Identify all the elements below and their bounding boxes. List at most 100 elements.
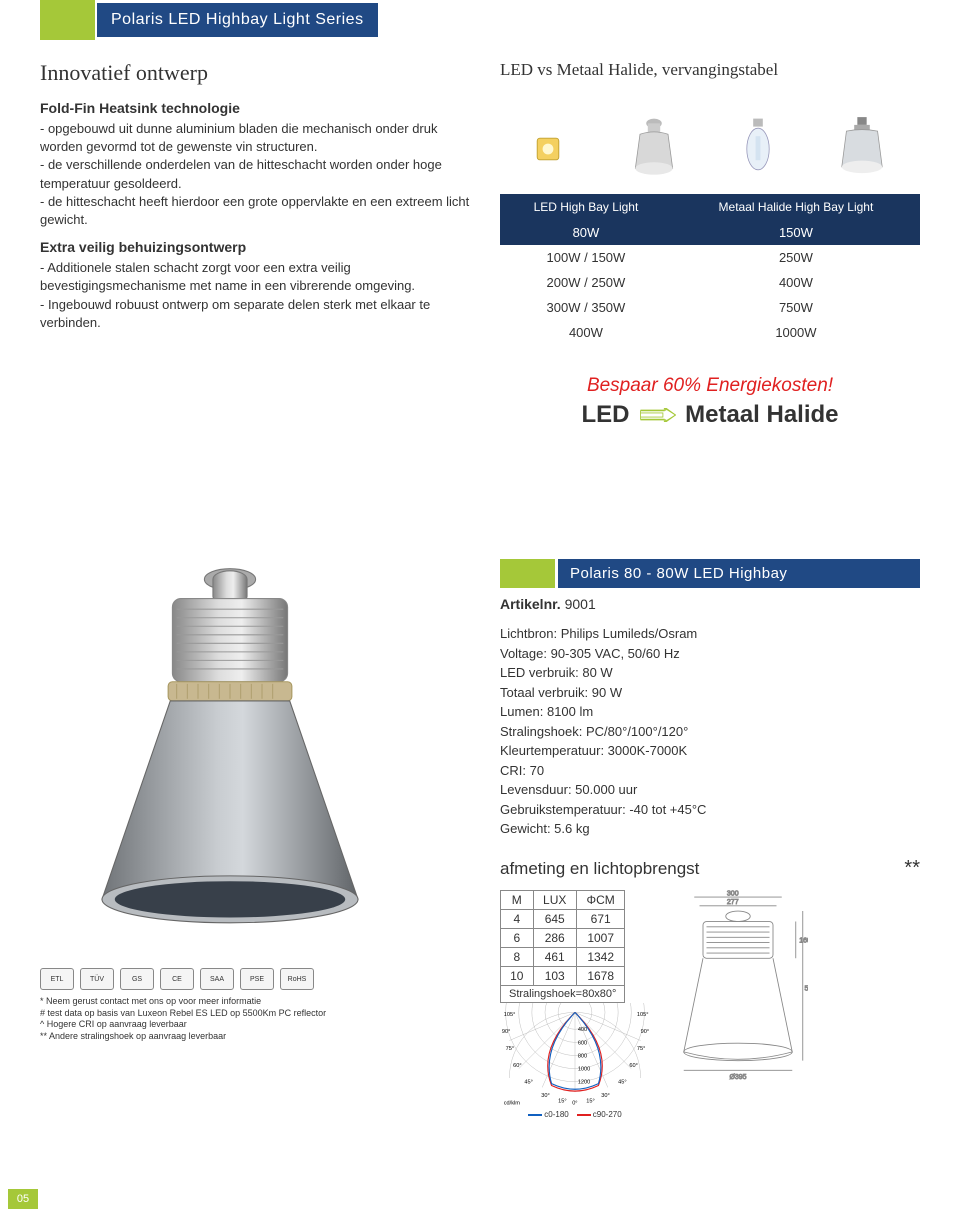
spec-line: LED verbruik: 80 W xyxy=(500,663,920,683)
cert-badge: PSE xyxy=(240,968,274,990)
page-number: 05 xyxy=(8,1189,38,1209)
spec-line: Gewicht: 5.6 kg xyxy=(500,819,920,839)
svg-text:60°: 60° xyxy=(629,1062,637,1068)
intro-subtitle: Innovatief ontwerp xyxy=(40,60,470,86)
svg-text:1000: 1000 xyxy=(578,1066,590,1072)
cert-badge: CE xyxy=(160,968,194,990)
svg-text:561: 561 xyxy=(805,985,809,992)
spec-line: Levensduur: 50.000 uur xyxy=(500,780,920,800)
footnote-line: ** Andere stralingshoek op aanvraag leve… xyxy=(40,1031,440,1043)
footnote-marker: ** xyxy=(904,857,920,880)
vs-mh: 250W xyxy=(672,245,920,270)
vs-mh: 150W xyxy=(672,220,920,245)
polar-legend: c0-180 c90-270 xyxy=(500,1110,650,1119)
spec-line: Lumen: 8100 lm xyxy=(500,702,920,722)
svg-text:90°: 90° xyxy=(641,1029,649,1035)
vs-led: 80W xyxy=(500,220,672,245)
feature1-heading: Fold-Fin Heatsink technologie xyxy=(40,100,470,116)
spec-line: Totaal verbruik: 90 W xyxy=(500,683,920,703)
savings-led: LED xyxy=(581,401,629,428)
spec-line: Kleurtemperatuur: 3000K-7000K xyxy=(500,741,920,761)
polar-diagram: 105°105° 90°90° 75°75° 60°60° 45°45° 30°… xyxy=(500,1003,650,1119)
svg-text:Ø395: Ø395 xyxy=(729,1074,746,1081)
product-title: Polaris 80 - 80W LED Highbay xyxy=(558,559,920,588)
cert-badge: RoHS xyxy=(280,968,314,990)
spec-line: Voltage: 90-305 VAC, 50/60 Hz xyxy=(500,644,920,664)
artikel-value: 9001 xyxy=(565,596,596,612)
svg-text:300: 300 xyxy=(727,890,739,897)
dim-col-m: M xyxy=(501,890,534,909)
savings-headline: Bespaar 60% Energiekosten! xyxy=(500,375,920,397)
svg-text:15°: 15° xyxy=(586,1098,594,1104)
dim-row: 4645671 xyxy=(501,909,625,928)
product-image-area: ETLTÜVGSCESAAPSERoHS * Neem gerust conta… xyxy=(40,540,440,1043)
vs-row: 80W150W xyxy=(500,220,920,245)
spec-line: Lichtbron: Philips Lumileds/Osram xyxy=(500,624,920,644)
product-accent xyxy=(500,559,555,588)
product-section: Polaris 80 - 80W LED Highbay Artikelnr. … xyxy=(500,559,920,1119)
vs-mh: 1000W xyxy=(672,320,920,345)
svg-text:0°: 0° xyxy=(572,1100,577,1106)
svg-text:160: 160 xyxy=(799,937,808,944)
svg-text:45°: 45° xyxy=(618,1079,626,1085)
led-chip-icon xyxy=(530,114,566,184)
lamp-images xyxy=(500,94,920,184)
artikel-line: Artikelnr. 9001 xyxy=(500,596,920,612)
vs-led: 200W / 250W xyxy=(500,270,672,295)
header-accent xyxy=(40,0,95,40)
svg-text:15°: 15° xyxy=(558,1098,566,1104)
certification-badges: ETLTÜVGSCESAAPSERoHS xyxy=(40,968,440,990)
cert-badge: SAA xyxy=(200,968,234,990)
page-header: Polaris LED Highbay Light Series xyxy=(40,0,920,40)
technical-drawing: 300 277 160 561 Ø xyxy=(668,890,808,1086)
footnote-line: ^ Hogere CRI op aanvraag leverbaar xyxy=(40,1019,440,1031)
page-title: Polaris LED Highbay Light Series xyxy=(97,3,378,37)
vs-row: 300W / 350W750W xyxy=(500,295,920,320)
vs-mh: 400W xyxy=(672,270,920,295)
spec-line: Stralingshoek: PC/80°/100°/120° xyxy=(500,722,920,742)
legend-c90: c90-270 xyxy=(577,1110,622,1119)
svg-text:75°: 75° xyxy=(637,1045,645,1051)
dimensions-table: M LUX ΦCM 464567162861007846113421010316… xyxy=(500,890,625,1003)
svg-text:30°: 30° xyxy=(601,1092,609,1098)
feature2-heading: Extra veilig behuizingsontwerp xyxy=(40,239,470,255)
dim-col-lux: LUX xyxy=(533,890,576,909)
vs-column: LED vs Metaal Halide, vervangingstabel L… xyxy=(500,60,920,1119)
dim-row: 62861007 xyxy=(501,928,625,947)
dim-footer: Stralingshoek=80x80° xyxy=(501,985,625,1002)
svg-text:cd/klm: cd/klm xyxy=(504,1100,521,1106)
svg-text:277: 277 xyxy=(727,899,739,906)
savings-compare: LED Metaal Halide xyxy=(500,401,920,429)
svg-text:1200: 1200 xyxy=(578,1079,590,1085)
spec-line: CRI: 70 xyxy=(500,761,920,781)
artikel-label: Artikelnr. xyxy=(500,596,561,612)
product-photo xyxy=(40,540,420,960)
dimensions-heading-text: afmeting en lichtopbrengst xyxy=(500,859,699,879)
vs-col1-head: LED High Bay Light xyxy=(500,194,672,220)
savings-block: Bespaar 60% Energiekosten! LED Metaal Ha… xyxy=(500,375,920,429)
mh-highbay-icon xyxy=(834,114,890,184)
vs-led: 300W / 350W xyxy=(500,295,672,320)
vs-table: LED High Bay Light Metaal Halide High Ba… xyxy=(500,194,920,345)
svg-text:800: 800 xyxy=(578,1053,587,1059)
feature1-body: - opgebouwd uit dunne aluminium bladen d… xyxy=(40,120,470,229)
svg-text:75°: 75° xyxy=(506,1045,514,1051)
svg-text:45°: 45° xyxy=(524,1079,532,1085)
mh-bulb-icon xyxy=(742,114,774,184)
vs-col2-head: Metaal Halide High Bay Light xyxy=(672,194,920,220)
cert-badge: TÜV xyxy=(80,968,114,990)
svg-text:400: 400 xyxy=(578,1027,587,1033)
cert-badge: ETL xyxy=(40,968,74,990)
vs-led: 100W / 150W xyxy=(500,245,672,270)
dimensions-heading: afmeting en lichtopbrengst ** xyxy=(500,857,920,880)
arrow-icon xyxy=(640,406,681,426)
spec-line: Gebruikstemperatuur: -40 tot +45°C xyxy=(500,800,920,820)
vs-row: 100W / 150W250W xyxy=(500,245,920,270)
legend-c0: c0-180 xyxy=(528,1110,568,1119)
vs-led: 400W xyxy=(500,320,672,345)
vs-row: 400W1000W xyxy=(500,320,920,345)
footnote-line: # test data op basis van Luxeon Rebel ES… xyxy=(40,1008,440,1020)
dim-col-cm: ΦCM xyxy=(576,890,625,909)
vs-row: 200W / 250W400W xyxy=(500,270,920,295)
led-highbay-icon xyxy=(626,114,682,184)
